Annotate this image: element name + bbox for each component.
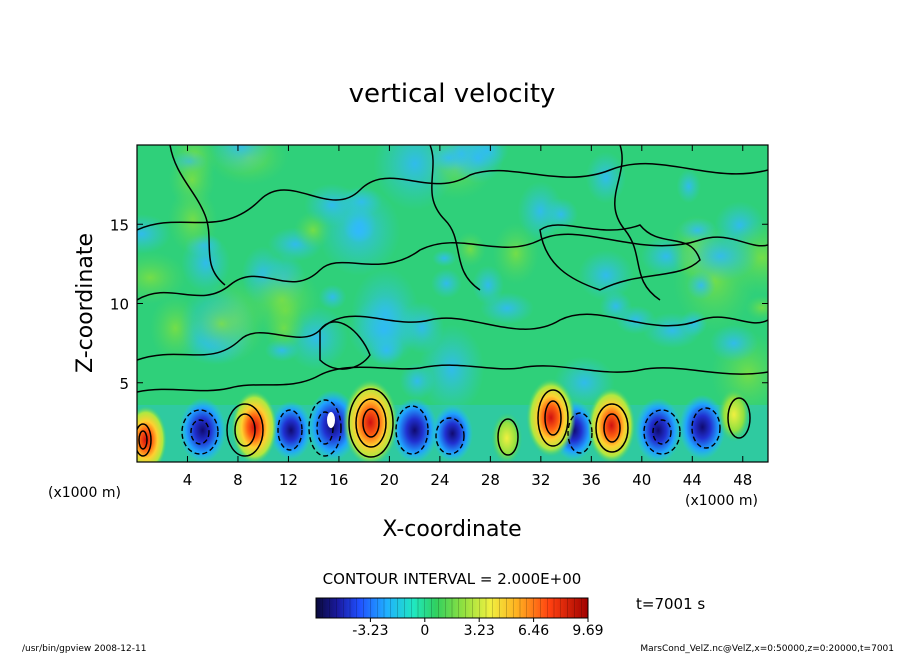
x-axis: 4 8 12 16 20 24 28 32 36 40 44 48 [183, 145, 752, 489]
x-tick-label: 48 [733, 471, 752, 489]
x-tick-label: 40 [632, 471, 651, 489]
updraft-cell [137, 405, 167, 462]
x-tick-label: 44 [683, 471, 702, 489]
downdraft-cell [179, 397, 226, 462]
time-label: t=7001 s [636, 595, 705, 613]
footer-left: /usr/bin/gpview 2008-12-11 [22, 644, 146, 654]
colorbar-tick-label: 6.46 [518, 623, 549, 639]
downdraft-cell [269, 401, 313, 460]
colorbar-ticks: -3.23 0 3.23 6.46 9.69 [352, 618, 604, 639]
extreme-value-spot [327, 412, 335, 428]
x-tick-label: 28 [481, 471, 500, 489]
x-tick-label: 16 [329, 471, 348, 489]
colorbar-tick-label: 3.23 [464, 623, 495, 639]
x-unit-label-left: (x1000 m) [48, 485, 121, 501]
colorbar-divisions [322, 598, 582, 618]
updraft-cell [342, 378, 399, 462]
colorbar-tick-label: 0 [420, 623, 429, 639]
x-tick-label: 8 [233, 471, 243, 489]
y-axis-title: Z-coordinate [73, 233, 98, 373]
downdraft-cell [634, 397, 682, 462]
updraft-cell [717, 387, 751, 442]
footer-right: MarsCond_VelZ.nc@VelZ,x=0:50000,z=0:2000… [640, 644, 894, 654]
contour-interval-label: CONTOUR INTERVAL = 2.000E+00 [323, 570, 582, 588]
colorbar-tick-label: 9.69 [572, 623, 603, 639]
y-tick-label: 10 [110, 296, 129, 314]
plot-area [137, 145, 768, 462]
x-unit-label-right: (x1000 m) [685, 493, 758, 509]
y-tick-label: 5 [119, 375, 129, 393]
x-tick-label: 12 [279, 471, 298, 489]
x-tick-label: 24 [430, 471, 449, 489]
x-tick-label: 4 [183, 471, 193, 489]
downdraft-cell [432, 405, 473, 462]
x-tick-label: 36 [582, 471, 601, 489]
contour-lines [137, 145, 768, 458]
negative-contours [181, 399, 721, 457]
x-axis-title: X-coordinate [382, 517, 521, 542]
y-axis: 5 10 15 [110, 216, 768, 393]
y-tick-label: 15 [110, 216, 129, 234]
downdraft-cell [391, 397, 438, 462]
colorbar-tick-label: -3.23 [352, 623, 388, 639]
x-tick-label: 20 [380, 471, 399, 489]
chart-title: vertical velocity [349, 79, 556, 109]
x-tick-label: 32 [531, 471, 550, 489]
